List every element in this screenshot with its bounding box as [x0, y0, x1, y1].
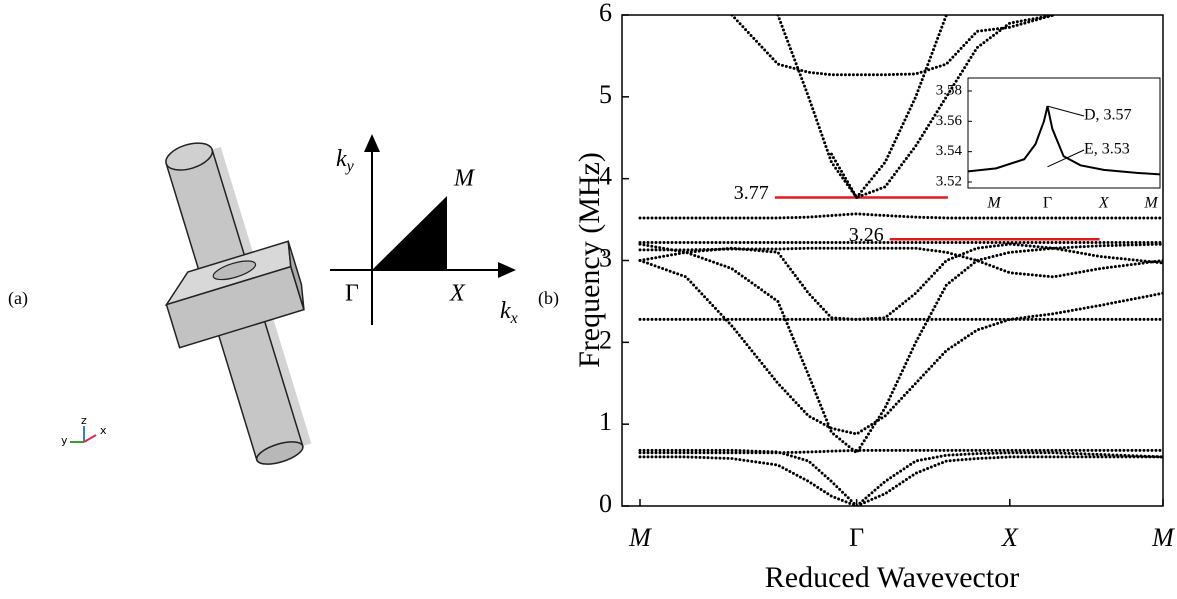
- x-tick-label: M: [1151, 523, 1175, 552]
- inset-y-tick-label: 3.52: [936, 173, 962, 189]
- band: [640, 450, 1163, 506]
- point-label: M: [453, 166, 476, 192]
- inset-x-tick-label: M: [986, 195, 1002, 212]
- axis-label: kx: [500, 298, 518, 327]
- x-tick-label: M: [628, 523, 652, 552]
- annotation-label: 3.26: [849, 224, 884, 246]
- y-tick-label: 0: [599, 489, 612, 518]
- y-tick-label: 6: [599, 0, 612, 27]
- band: [640, 261, 1163, 434]
- panel-label: (b): [538, 288, 559, 309]
- inset-x-tick-label: M: [1143, 195, 1159, 212]
- inset-x-tick-label: Γ: [1043, 195, 1052, 212]
- k-base: k: [500, 298, 511, 324]
- k-sub: x: [510, 310, 518, 327]
- axis-label: ky: [336, 146, 355, 175]
- band: [640, 457, 1163, 506]
- y-tick-label: 1: [599, 407, 612, 436]
- triad-label: y: [61, 434, 68, 447]
- triad-label: z: [81, 414, 87, 427]
- band: [640, 244, 1163, 453]
- y-tick-label: 5: [599, 80, 612, 109]
- inset-y-tick-label: 3.56: [936, 113, 963, 129]
- y-tick-label: 4: [599, 162, 612, 191]
- unit-cell-render: [123, 125, 349, 481]
- band: [732, 15, 1054, 75]
- point-label: X: [449, 281, 466, 307]
- k-sub: y: [345, 158, 355, 175]
- inset-annotation: D, 3.57: [1084, 107, 1132, 124]
- axis-triad: z y x: [61, 414, 107, 447]
- band: [778, 15, 947, 197]
- x-axis-title: Reduced Wavevector: [765, 561, 1019, 594]
- triad-label: x: [100, 424, 107, 437]
- inset-annotation: E, 3.53: [1084, 141, 1130, 158]
- y-tick-label: 2: [599, 325, 612, 354]
- x-tick-label: X: [1001, 523, 1019, 552]
- point-label: Γ: [345, 281, 359, 307]
- panel-label: (a): [8, 288, 28, 309]
- x-tick-label: Γ: [849, 523, 864, 552]
- brillouin-zone: ky M Γ X kx: [330, 136, 518, 327]
- y-tick-label: 3: [599, 243, 612, 272]
- inset-x-tick-label: X: [1098, 195, 1110, 212]
- figure: (a) z y x ky M Γ X kx (b) Frequency (MHz…: [0, 0, 1177, 599]
- k-base: k: [336, 146, 347, 172]
- page: {"panel_a": {"label": "(a)", "triad": {"…: [0, 0, 1177, 599]
- band: [640, 450, 1163, 452]
- annotation-label: 3.77: [734, 182, 769, 204]
- inset-y-tick-label: 3.54: [936, 143, 963, 159]
- inset-y-tick-label: 3.58: [936, 82, 962, 98]
- band: [640, 214, 1163, 218]
